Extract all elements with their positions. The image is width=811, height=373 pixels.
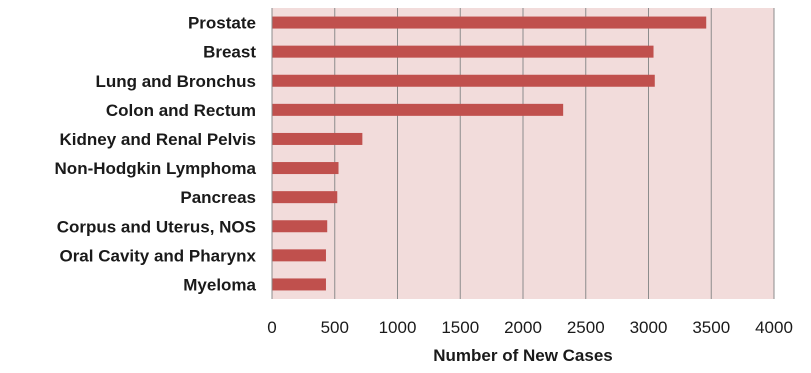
x-tick-label: 2500 bbox=[567, 318, 605, 337]
bar bbox=[272, 278, 326, 291]
x-tick-label: 3000 bbox=[630, 318, 668, 337]
x-tick-label: 2000 bbox=[504, 318, 542, 337]
category-label: Lung and Bronchus bbox=[95, 72, 256, 91]
bar bbox=[272, 103, 564, 116]
category-label: Non-Hodgkin Lymphoma bbox=[55, 159, 257, 178]
category-label: Prostate bbox=[188, 14, 256, 33]
x-tick-label: 3500 bbox=[692, 318, 730, 337]
bar bbox=[272, 220, 328, 233]
category-label: Corpus and Uterus, NOS bbox=[57, 217, 256, 236]
bar bbox=[272, 45, 654, 58]
category-label: Pancreas bbox=[180, 188, 256, 207]
x-tick-label: 1500 bbox=[441, 318, 479, 337]
bar bbox=[272, 16, 707, 29]
x-tick-label: 500 bbox=[321, 318, 349, 337]
bars bbox=[272, 16, 707, 291]
x-tick-label: 1000 bbox=[379, 318, 417, 337]
bar bbox=[272, 191, 338, 204]
category-label: Breast bbox=[203, 43, 256, 62]
bar bbox=[272, 132, 363, 145]
x-tick-label: 0 bbox=[267, 318, 276, 337]
category-label: Myeloma bbox=[183, 275, 256, 294]
x-tick-label: 4000 bbox=[755, 318, 793, 337]
bar bbox=[272, 249, 326, 262]
x-axis-title: Number of New Cases bbox=[433, 346, 613, 365]
bar bbox=[272, 162, 339, 175]
bar bbox=[272, 74, 655, 87]
category-label: Kidney and Renal Pelvis bbox=[59, 130, 256, 149]
category-label: Oral Cavity and Pharynx bbox=[59, 246, 256, 265]
category-labels: Prostate Breast Lung and Bronchus Colon and… bbox=[55, 14, 257, 295]
x-tick-labels: 0 500 1000 1500 2000 2500 3000 3500 4000 bbox=[267, 318, 793, 337]
category-label: Colon and Rectum bbox=[106, 101, 256, 120]
